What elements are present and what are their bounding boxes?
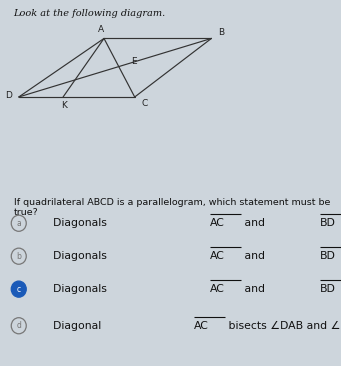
- Text: and: and: [241, 284, 269, 294]
- Text: a: a: [16, 219, 21, 228]
- Text: AC: AC: [210, 284, 225, 294]
- Text: and: and: [241, 218, 269, 228]
- Text: c: c: [17, 285, 21, 294]
- Text: C: C: [142, 99, 148, 108]
- Text: Diagonals: Diagonals: [53, 284, 110, 294]
- Text: AC: AC: [194, 321, 209, 331]
- Text: If quadrilateral ABCD is a parallelogram, which statement must be true?: If quadrilateral ABCD is a parallelogram…: [14, 198, 330, 217]
- Text: BD: BD: [320, 284, 336, 294]
- Text: bisects ∠DAB and ∠BCD.: bisects ∠DAB and ∠BCD.: [225, 321, 341, 331]
- Text: D: D: [5, 91, 12, 100]
- Text: BD: BD: [320, 251, 336, 261]
- Text: AC: AC: [210, 218, 225, 228]
- Text: d: d: [16, 321, 21, 330]
- Text: Diagonals: Diagonals: [53, 251, 110, 261]
- Text: A: A: [98, 25, 104, 34]
- Text: BD: BD: [320, 218, 336, 228]
- Text: Diagonals: Diagonals: [53, 218, 110, 228]
- Text: B: B: [219, 29, 225, 37]
- Text: b: b: [16, 252, 21, 261]
- Text: and: and: [241, 251, 269, 261]
- Text: E: E: [131, 57, 137, 66]
- Text: Diagonal: Diagonal: [53, 321, 105, 331]
- Text: AC: AC: [210, 251, 225, 261]
- Circle shape: [11, 281, 26, 297]
- Text: K: K: [61, 101, 67, 109]
- Text: Look at the following diagram.: Look at the following diagram.: [14, 9, 166, 18]
